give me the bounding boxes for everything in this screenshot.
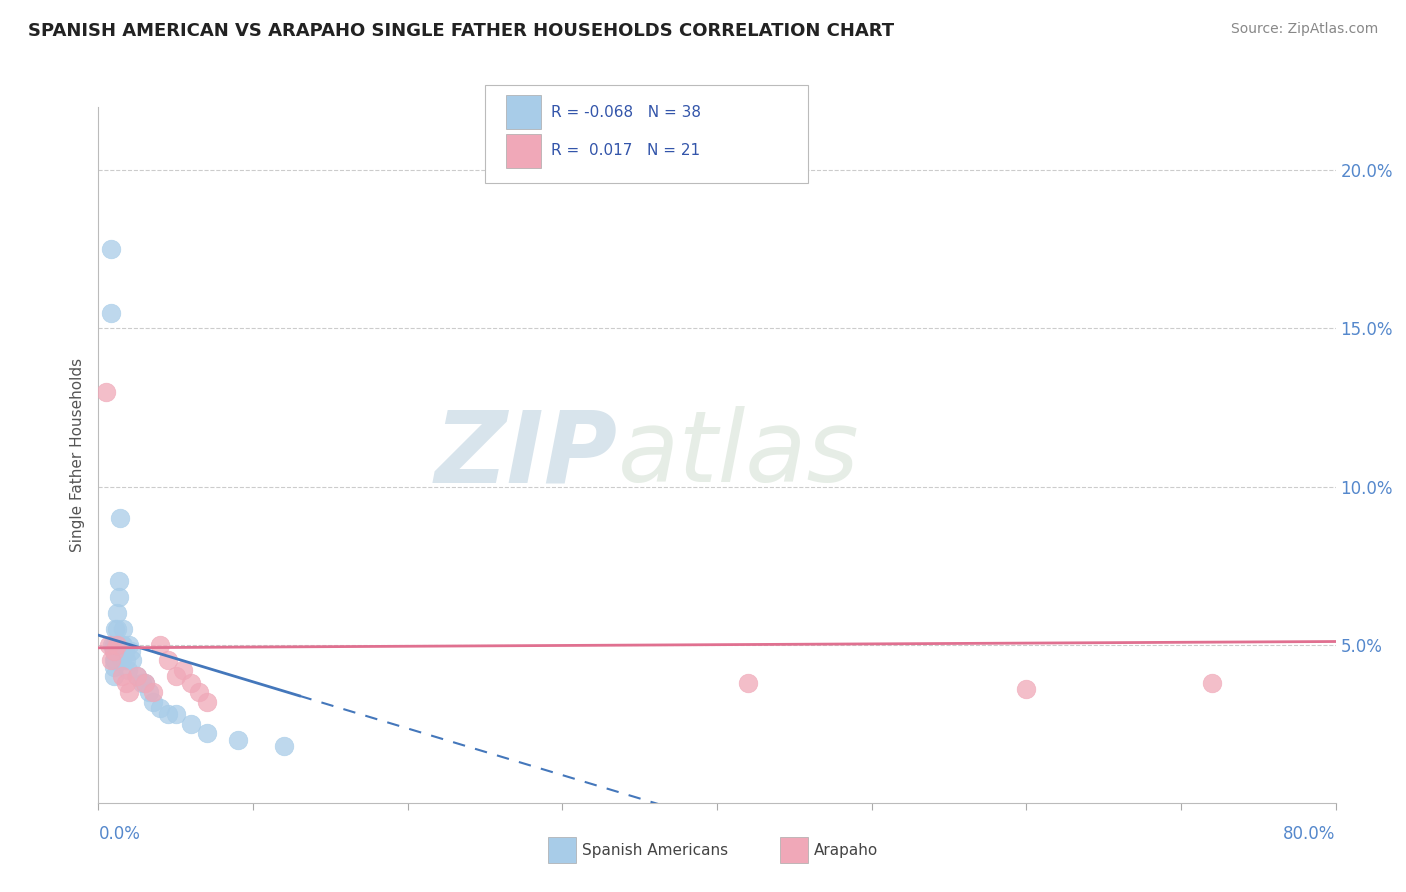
- Text: SPANISH AMERICAN VS ARAPAHO SINGLE FATHER HOUSEHOLDS CORRELATION CHART: SPANISH AMERICAN VS ARAPAHO SINGLE FATHE…: [28, 22, 894, 40]
- Point: [127, 669, 149, 683]
- Point: [111, 653, 134, 667]
- Point: [104, 638, 127, 652]
- Point: [173, 663, 195, 677]
- Point: [103, 669, 125, 683]
- Point: [118, 685, 141, 699]
- Point: [104, 622, 127, 636]
- Text: ZIP: ZIP: [434, 407, 619, 503]
- Point: [1201, 675, 1223, 690]
- Point: [157, 707, 180, 722]
- Point: [157, 653, 180, 667]
- Point: [188, 685, 211, 699]
- Point: [103, 644, 125, 658]
- Text: R =  0.017   N = 21: R = 0.017 N = 21: [551, 144, 700, 158]
- Point: [105, 606, 128, 620]
- Y-axis label: Single Father Households: Single Father Households: [70, 358, 86, 552]
- Point: [108, 511, 131, 525]
- Text: Arapaho: Arapaho: [814, 843, 879, 857]
- Point: [195, 695, 218, 709]
- Point: [1015, 681, 1038, 696]
- Point: [131, 675, 153, 690]
- Point: [104, 653, 127, 667]
- Point: [127, 669, 149, 683]
- Point: [103, 638, 125, 652]
- Point: [103, 653, 125, 667]
- Point: [111, 669, 134, 683]
- Text: atlas: atlas: [619, 407, 859, 503]
- Point: [111, 638, 134, 652]
- Point: [107, 591, 129, 605]
- Point: [134, 675, 156, 690]
- Point: [121, 653, 143, 667]
- Text: Spanish Americans: Spanish Americans: [582, 843, 728, 857]
- Point: [103, 660, 125, 674]
- Point: [112, 638, 135, 652]
- Text: 80.0%: 80.0%: [1284, 825, 1336, 843]
- Point: [100, 243, 122, 257]
- Point: [112, 622, 135, 636]
- Point: [100, 305, 122, 319]
- Point: [115, 675, 138, 690]
- Point: [165, 707, 187, 722]
- Point: [142, 685, 165, 699]
- Point: [120, 644, 142, 658]
- Point: [180, 675, 202, 690]
- Point: [101, 638, 124, 652]
- Point: [100, 653, 122, 667]
- Point: [134, 675, 156, 690]
- Point: [180, 716, 202, 731]
- Point: [96, 384, 118, 399]
- Point: [118, 638, 141, 652]
- Point: [107, 574, 129, 589]
- Point: [149, 638, 172, 652]
- Point: [142, 695, 165, 709]
- Text: 0.0%: 0.0%: [98, 825, 141, 843]
- Point: [226, 732, 249, 747]
- Point: [117, 663, 139, 677]
- Point: [105, 638, 128, 652]
- Text: R = -0.068   N = 38: R = -0.068 N = 38: [551, 105, 702, 120]
- Point: [103, 644, 125, 658]
- Point: [195, 726, 218, 740]
- Point: [114, 644, 136, 658]
- Point: [105, 622, 128, 636]
- Point: [149, 701, 172, 715]
- Text: Source: ZipAtlas.com: Source: ZipAtlas.com: [1230, 22, 1378, 37]
- Point: [165, 669, 187, 683]
- Point: [138, 685, 160, 699]
- Point: [737, 675, 759, 690]
- Point: [273, 739, 295, 753]
- Point: [98, 638, 121, 652]
- Point: [115, 653, 138, 667]
